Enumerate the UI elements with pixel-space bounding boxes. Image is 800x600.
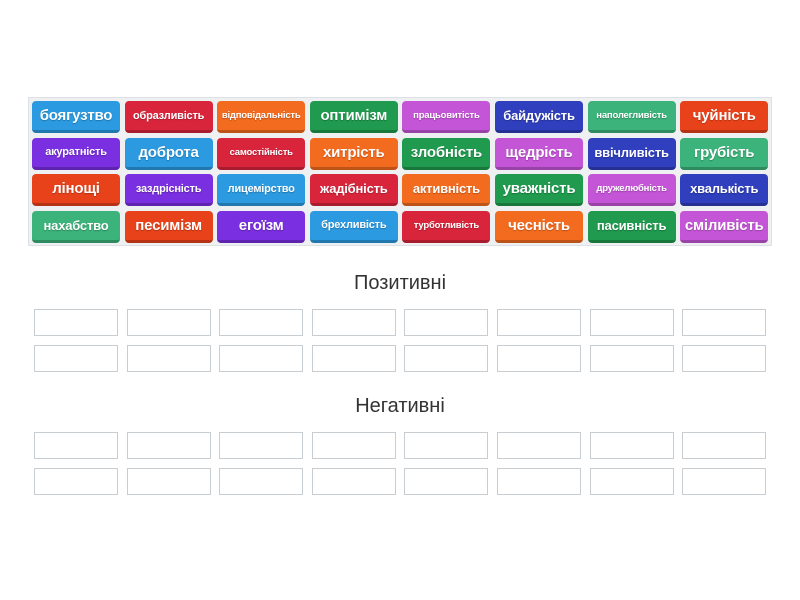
positive-drop-slot[interactable] (311, 309, 396, 336)
word-tile[interactable]: образливість (124, 101, 213, 133)
word-tile[interactable]: щедрість (495, 137, 583, 170)
positive-drop-slot[interactable] (219, 345, 304, 372)
negative-drop-slot[interactable] (126, 432, 211, 459)
positive-drop-slot[interactable] (589, 309, 674, 336)
positive-drop-slot[interactable] (404, 309, 489, 336)
word-tile[interactable]: уважність (495, 174, 583, 206)
word-tile[interactable]: пасивність (587, 210, 676, 243)
word-tile[interactable]: байдужість (495, 101, 583, 133)
word-tile[interactable]: хитрість (309, 137, 398, 170)
positive-drop-slot[interactable] (126, 309, 211, 336)
negative-drop-slot[interactable] (589, 468, 674, 495)
negative-drop-slot[interactable] (589, 432, 674, 459)
positive-drop-slot[interactable] (219, 309, 304, 336)
positive-drop-slot[interactable] (497, 309, 581, 336)
negative-drop-slot[interactable] (404, 468, 489, 495)
negative-drop-slot[interactable] (497, 432, 581, 459)
word-tile[interactable]: грубість (680, 137, 769, 170)
word-tile[interactable]: відповідальність (217, 101, 306, 133)
word-tile[interactable]: дружелюбність (587, 174, 676, 206)
word-tile[interactable]: жадібність (309, 174, 398, 206)
word-tile[interactable]: боягузтво (32, 101, 120, 133)
positive-drop-slot[interactable] (311, 345, 396, 372)
negative-drop-slot[interactable] (219, 432, 304, 459)
word-tile[interactable]: доброта (124, 137, 213, 170)
word-tile[interactable]: хвалькість (680, 174, 769, 206)
positive-drop-slot[interactable] (34, 345, 118, 372)
negative-drop-slot[interactable] (682, 468, 767, 495)
negative-drop-slot[interactable] (34, 432, 118, 459)
word-tile[interactable]: егоїзм (217, 210, 306, 243)
word-tile[interactable]: сміливість (680, 210, 769, 243)
word-tile[interactable]: турботливість (402, 210, 491, 243)
negative-drop-slot[interactable] (34, 468, 118, 495)
word-tile[interactable]: злобність (402, 137, 491, 170)
positive-drop-slot[interactable] (34, 309, 118, 336)
word-tile[interactable]: акуратність (32, 137, 120, 170)
negative-drop-slot[interactable] (219, 468, 304, 495)
word-tile[interactable]: песимізм (124, 210, 213, 243)
negative-drop-slot[interactable] (311, 432, 396, 459)
word-tile[interactable]: нахабство (32, 210, 120, 243)
positive-drop-slot[interactable] (497, 345, 581, 372)
word-tile[interactable]: ввічливість (587, 137, 676, 170)
positive-drop-slot[interactable] (126, 345, 211, 372)
word-tile[interactable]: лицемірство (217, 174, 306, 206)
negative-drop-slot[interactable] (126, 468, 211, 495)
word-tile[interactable]: оптимізм (309, 101, 398, 133)
word-tile[interactable]: заздрісність (124, 174, 213, 206)
positive-drop-slot[interactable] (404, 345, 489, 372)
positive-drop-slot[interactable] (682, 309, 767, 336)
group-heading-positive: Позитивні (353, 272, 447, 294)
word-tile[interactable]: лінощі (32, 174, 120, 206)
negative-drop-slot[interactable] (311, 468, 396, 495)
positive-drop-slot[interactable] (682, 345, 767, 372)
word-tile[interactable]: працьовитість (402, 101, 491, 133)
negative-drop-slot[interactable] (404, 432, 489, 459)
word-tile[interactable]: активність (402, 174, 491, 206)
word-tile[interactable]: чесність (495, 210, 583, 243)
negative-drop-slot[interactable] (497, 468, 581, 495)
word-tile[interactable]: наполегливість (587, 101, 676, 133)
word-tile[interactable]: брехливість (309, 210, 398, 243)
positive-drop-slot[interactable] (589, 345, 674, 372)
word-tile[interactable]: чуйність (680, 101, 769, 133)
negative-drop-slot[interactable] (682, 432, 767, 459)
group-heading-negative: Негативні (355, 395, 445, 417)
word-tile[interactable]: самостійність (217, 137, 306, 170)
